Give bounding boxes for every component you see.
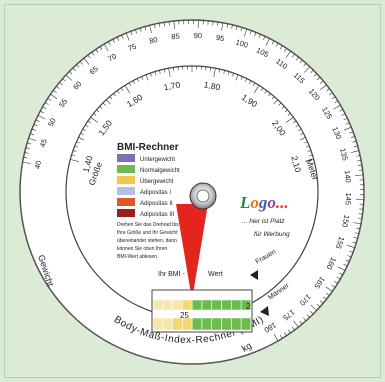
legend-label: Untergewicht <box>140 157 175 163</box>
window-cell <box>152 299 163 311</box>
window-cell <box>240 299 252 311</box>
weight-tick-label: 150 <box>340 214 351 228</box>
window-cell <box>162 299 173 311</box>
weight-tick-label: 130 <box>330 126 343 141</box>
weight-tick-label: 135 <box>338 147 350 161</box>
weight-tick-label: 70 <box>106 51 118 63</box>
women-arrow <box>250 270 258 280</box>
window-cell <box>231 317 242 331</box>
weight-tick-label: 140 <box>343 170 353 183</box>
weight-tick-label: 45 <box>38 138 49 149</box>
window-cell <box>221 317 232 331</box>
window-value-top: 2 <box>246 302 251 311</box>
legend-swatch <box>117 209 135 217</box>
window-cell <box>162 317 173 331</box>
window-cell <box>201 299 212 311</box>
weight-tick-label: 90 <box>194 31 203 40</box>
weight-tick-label: 145 <box>344 192 354 205</box>
weight-tick-label: 40 <box>33 160 43 170</box>
weight-tick-label: 80 <box>148 35 158 46</box>
legend-swatch <box>117 198 135 206</box>
window-cell <box>240 317 252 331</box>
logo-block: Logo... ... hier ist Platz für Werbung <box>239 193 290 238</box>
legend-label: Adipositas I <box>140 190 171 196</box>
instruction-line: übereinander stehen, dann <box>117 238 177 244</box>
weight-tick-label: 75 <box>127 42 138 54</box>
instructions-text: Drehen Sie das Drehrad bis Ihre Größe und… <box>117 222 179 260</box>
weight-tick-label: 50 <box>46 117 58 128</box>
legend-label: Adipositas III <box>140 212 175 218</box>
window-cell <box>182 299 193 311</box>
instruction-line: können Sie oben Ihren <box>117 246 168 252</box>
legend-label: Übergewicht <box>140 178 174 185</box>
pointer-right-label: Wert <box>208 271 223 278</box>
weight-tick-label: 155 <box>334 235 347 250</box>
window-cell <box>211 317 222 331</box>
window-cell <box>191 299 203 311</box>
logo-line2: für Werbung <box>254 231 290 238</box>
legend-swatch <box>117 187 135 195</box>
instruction-line: Drehen Sie das Drehrad bis <box>117 222 179 228</box>
window-cell <box>211 299 222 311</box>
window-cell <box>201 317 212 331</box>
instruction-line: BMI-Wert ablesen. <box>117 254 158 260</box>
window-cell <box>152 317 163 331</box>
window-cell <box>191 317 203 331</box>
legend-swatch <box>117 154 135 162</box>
bmi-window: 2 25 <box>151 289 253 333</box>
height-tick-label: 1,80 <box>203 79 221 92</box>
men-arrow <box>260 306 269 316</box>
bmi-legend: Untergewicht Normalgewicht Übergewicht Adip… <box>117 154 180 218</box>
weight-tick-label: 95 <box>215 33 225 43</box>
legend-swatch <box>117 165 135 173</box>
legend-label: Adipositas II <box>140 201 173 207</box>
window-value-mid: 25 <box>180 311 189 320</box>
window-cell <box>231 299 242 311</box>
height-tick-label: 2,10 <box>289 155 303 174</box>
legend-label: Normalgewicht <box>140 168 180 174</box>
weight-tick-label: 55 <box>57 97 69 109</box>
calculator-title: BMI-Rechner <box>117 142 179 153</box>
weight-tick-label: 85 <box>171 31 180 41</box>
pointer-left-label: Ihr BMI - <box>158 271 186 278</box>
kg-label: kg <box>240 340 253 353</box>
bmi-pointer <box>176 204 208 300</box>
height-tick-label: 1,40 <box>81 155 95 174</box>
height-tick-label: 1,70 <box>163 79 181 92</box>
logo-line1: ... hier ist Platz <box>242 218 285 225</box>
legend-swatch <box>117 176 135 184</box>
instruction-line: Ihre Größe und Ihr Gewicht <box>117 230 178 236</box>
weight-tick-label: 100 <box>234 37 249 50</box>
window-cell <box>172 299 183 311</box>
window-cell <box>221 299 232 311</box>
logo-text: Logo... <box>239 193 289 212</box>
